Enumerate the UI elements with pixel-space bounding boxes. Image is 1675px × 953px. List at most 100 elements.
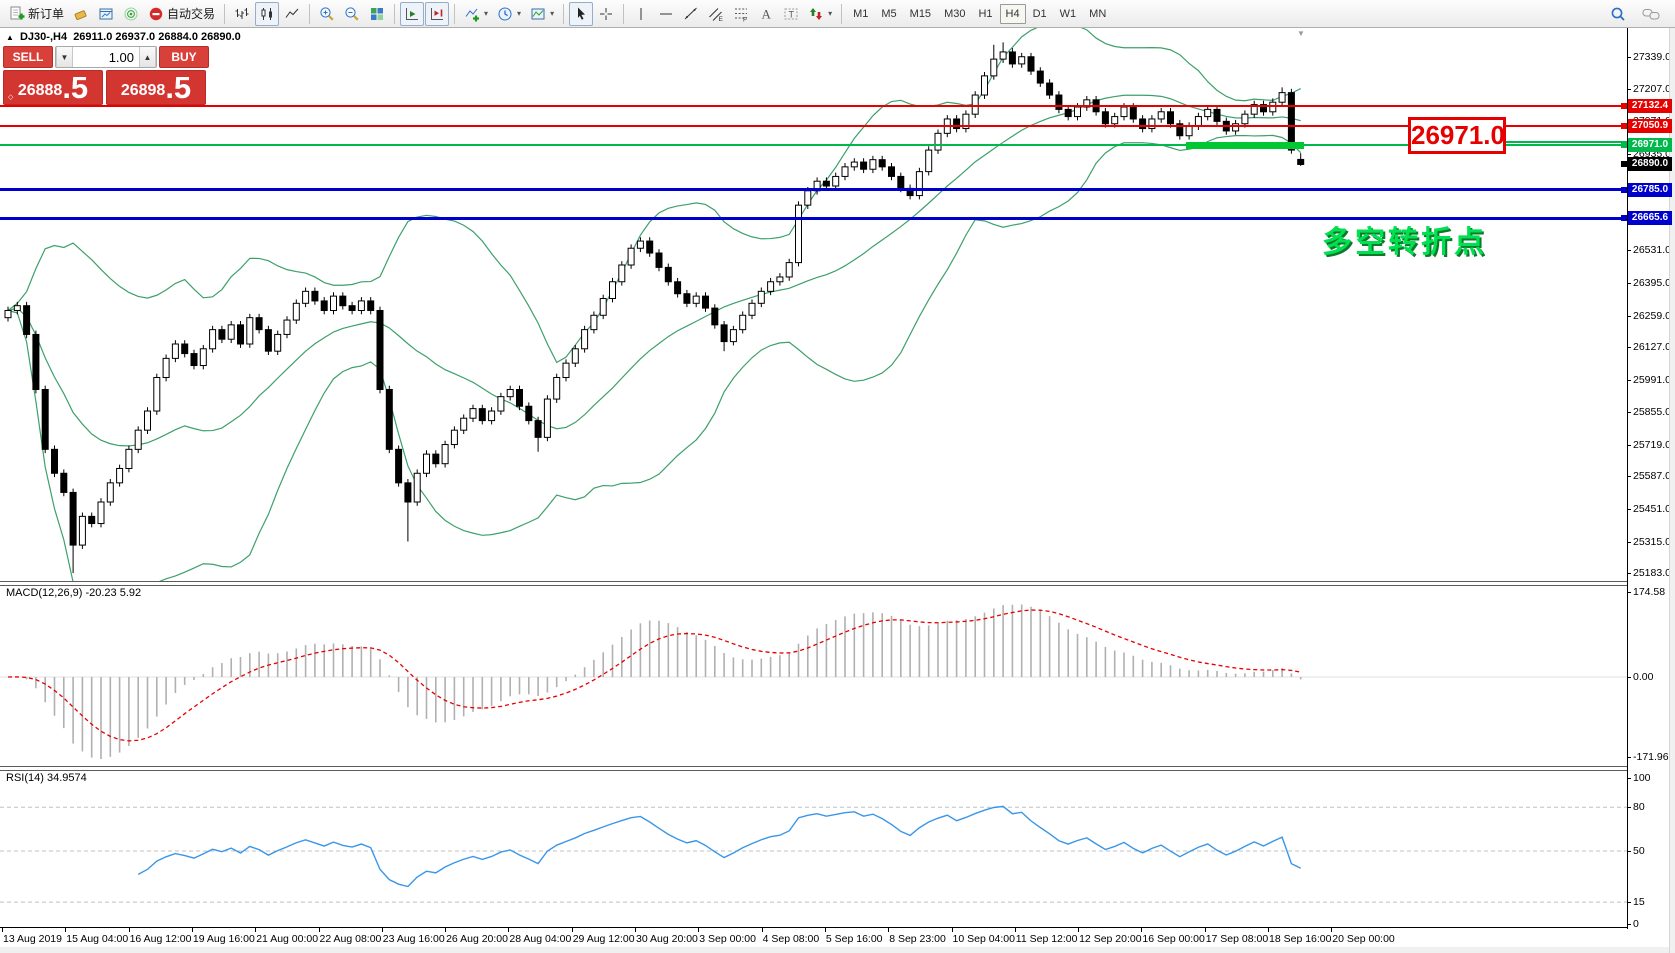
trendline-icon [684,7,697,19]
price-tick-mark [1627,476,1631,478]
vertical-line-tool-button[interactable] [629,2,653,26]
cursor-button[interactable] [569,1,594,26]
price-chip-marker [1621,103,1627,110]
buy-button[interactable]: BUY [159,46,209,68]
search-button[interactable] [1606,2,1630,26]
time-axis-label: 18 Sep 16:00 [1269,933,1332,945]
sell-button[interactable]: SELL [3,46,53,68]
horizontal-price-line[interactable] [0,105,1627,108]
line-chart-button[interactable] [280,2,304,26]
volume-input[interactable] [73,47,139,67]
equidistant-channel-tool-button[interactable]: E [704,2,728,26]
zoom-out-button[interactable] [340,2,364,26]
ohlc-header: ▲ DJ30-,H4 26911.0 26937.0 26884.0 26890… [6,31,241,43]
price-tick-label: 25451.0 [1633,502,1671,515]
cursor-arrow-icon [578,7,586,20]
highlight-segment[interactable] [1186,141,1304,149]
time-axis-label: 16 Sep 00:00 [1142,933,1205,945]
rsi-tick-mark [1627,902,1631,904]
time-axis-label: 12 Sep 20:00 [1079,933,1142,945]
bar-chart-icon [235,7,249,19]
price-axis-border [1627,28,1628,929]
time-axis-label: 16 Aug 12:00 [129,933,192,945]
timeframe-d1-button[interactable]: D1 [1027,4,1053,24]
time-tick-mark [635,928,636,932]
panel-separator[interactable] [0,581,1627,586]
timeframe-m1-button[interactable]: M1 [847,4,874,24]
sell-price-frac: .5 [62,70,89,105]
toolbar-separator [563,3,565,24]
rsi-tick-label: 80 [1633,801,1645,814]
new-order-button[interactable]: 新订单 [5,2,68,26]
new-order-label: 新订单 [28,7,65,21]
eraser-button[interactable] [69,2,93,26]
clock-icon [498,7,512,20]
chart-shift-marker[interactable]: ▼ [1297,29,1305,38]
horizontal-price-line[interactable] [0,124,1627,127]
autotrading-button[interactable]: 自动交易 [144,2,219,26]
text-icon: A [762,6,772,21]
svg-text:E: E [719,16,724,22]
time-tick-mark [65,928,67,932]
rsi-canvas[interactable] [0,770,1627,928]
text-tool-button[interactable]: A [754,2,778,26]
time-axis-label: 28 Aug 04:00 [509,933,572,945]
chat-icon [1642,8,1660,19]
indicators-dropdown-button[interactable]: ▾ [460,2,492,26]
bar-chart-button[interactable] [230,2,254,26]
price-annotation-box[interactable]: 26971.0 [1408,117,1506,154]
panel-separator[interactable] [0,766,1627,771]
trendline-tool-button[interactable] [679,2,703,26]
time-axis-label: 17 Sep 08:00 [1205,933,1269,945]
price-tick-mark [1627,541,1631,543]
timeframe-mn-button[interactable]: MN [1083,4,1112,24]
timeframe-m30-button[interactable]: M30 [938,4,971,24]
eraser-icon [74,9,87,20]
periods-dropdown-button[interactable]: ▾ [493,2,525,26]
chevron-down-icon: ▾ [550,9,555,18]
annotation-connector-line [1506,141,1627,143]
fibonacci-tool-button[interactable]: F [729,2,753,26]
candlestick-chart-button[interactable] [255,1,280,26]
macd-canvas[interactable] [0,585,1627,766]
time-axis-label: 15 Aug 04:00 [66,933,129,945]
tile-windows-button[interactable] [365,2,389,26]
signal-button[interactable] [119,2,143,26]
turning-point-label[interactable]: 多空转折点 [1322,226,1487,259]
chat-button[interactable] [1638,2,1664,26]
horizontal-line-tool-button[interactable] [654,2,678,26]
timeframe-m15-button[interactable]: M15 [904,4,937,24]
chart-shift-button[interactable] [425,1,450,26]
arrows-dropdown-button[interactable]: ▾ [804,2,836,26]
chevron-down-icon: ▾ [828,9,833,18]
autotrading-icon [149,7,163,20]
new-order-icon [10,6,25,19]
crosshair-button[interactable] [594,2,618,26]
timeframe-h1-button[interactable]: H1 [972,4,998,24]
text-label-tool-button[interactable]: T [779,2,803,26]
zoom-in-button[interactable] [315,2,339,26]
timeframe-h4-button[interactable]: H4 [999,3,1026,24]
timeframe-m5-button[interactable]: M5 [875,4,902,24]
time-tick-mark [128,928,130,932]
time-axis-label: 11 Sep 12:00 [1015,933,1078,945]
templates-dropdown-button[interactable]: ▾ [526,2,558,26]
timeframe-w1-button[interactable]: W1 [1054,4,1083,24]
chart-window-button[interactable] [94,2,118,26]
expand-icon[interactable]: ▲ [6,33,14,42]
price-chart-canvas[interactable] [0,28,1627,581]
horizontal-price-line[interactable] [0,144,1627,147]
auto-scroll-button[interactable] [400,1,425,26]
toolbar-separator [454,3,456,24]
price-tick-label: 26259.0 [1633,309,1671,322]
horizontal-price-line[interactable] [0,188,1627,192]
buy-price-box[interactable]: 26898.5 [106,70,206,105]
macd-tick-mark [1627,677,1631,678]
horizontal-price-line[interactable] [0,216,1627,220]
price-tick-mark [1627,508,1631,510]
sell-price-box[interactable]: ◇ 26888.5 [3,70,103,105]
autotrading-label: 自动交易 [167,7,216,21]
price-tick-label: 26127.0 [1633,341,1671,354]
volume-increase-button[interactable]: ▲ [139,47,156,67]
volume-decrease-button[interactable]: ▼ [56,47,73,67]
